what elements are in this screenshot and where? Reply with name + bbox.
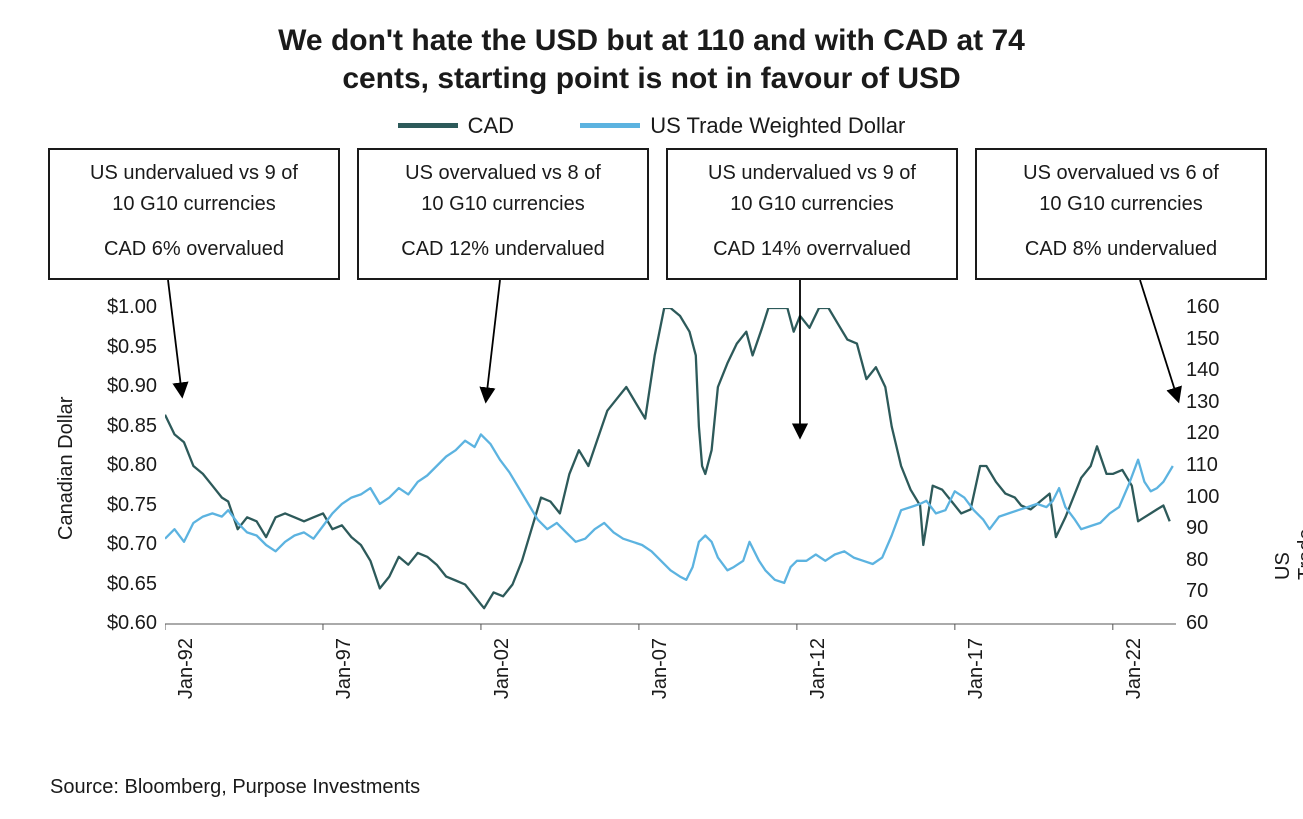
right-y-tick: 60	[1186, 612, 1236, 635]
left-y-tick: $0.90	[97, 375, 157, 398]
annot-3-line-2: 10 G10 currencies	[682, 191, 942, 218]
right-y-tick: 100	[1186, 486, 1236, 509]
annotation-box-3: US undervalued vs 9 of 10 G10 currencies…	[666, 148, 958, 280]
annot-1-line-2: 10 G10 currencies	[64, 191, 324, 218]
annot-1-line-3: CAD 6% overvalued	[64, 236, 324, 263]
x-tick: Jan-12	[807, 638, 830, 718]
right-y-tick: 80	[1186, 549, 1236, 572]
chart-title: We don't hate the USD but at 110 and wit…	[0, 22, 1303, 97]
legend-label-usd: US Trade Weighted Dollar	[650, 113, 905, 139]
title-line-1: We don't hate the USD but at 110 and wit…	[278, 24, 1025, 57]
series-cad	[165, 308, 1170, 608]
legend-swatch-cad	[398, 123, 458, 128]
source-attribution: Source: Bloomberg, Purpose Investments	[50, 776, 420, 799]
left-axis-label: Canadian Dollar	[55, 397, 78, 540]
left-y-tick: $0.70	[97, 533, 157, 556]
line-chart-plot	[165, 308, 1176, 632]
x-tick: Jan-02	[491, 638, 514, 718]
legend-item-cad: CAD	[398, 113, 514, 139]
right-y-tick: 130	[1186, 391, 1236, 414]
annot-2-line-3: CAD 12% undervalued	[373, 236, 633, 263]
chart-page: We don't hate the USD but at 110 and wit…	[0, 0, 1303, 819]
annot-4-line-2: 10 G10 currencies	[991, 191, 1251, 218]
x-tick: Jan-17	[965, 638, 988, 718]
left-y-tick: $1.00	[97, 296, 157, 319]
annot-3-line-1: US undervalued vs 9 of	[682, 160, 942, 187]
legend: CAD US Trade Weighted Dollar	[0, 108, 1303, 139]
annot-2-line-1: US overvalued vs 8 of	[373, 160, 633, 187]
annot-4-line-3: CAD 8% undervalued	[991, 236, 1251, 263]
annot-4-line-1: US overvalued vs 6 of	[991, 160, 1251, 187]
right-y-tick: 120	[1186, 422, 1236, 445]
x-tick: Jan-92	[175, 638, 198, 718]
legend-item-usd: US Trade Weighted Dollar	[580, 113, 905, 139]
annotation-box-4: US overvalued vs 6 of 10 G10 currencies …	[975, 148, 1267, 280]
x-tick: Jan-97	[333, 638, 356, 718]
right-y-tick: 110	[1186, 454, 1236, 477]
left-y-tick: $0.75	[97, 494, 157, 517]
legend-label-cad: CAD	[468, 113, 514, 139]
x-tick: Jan-07	[649, 638, 672, 718]
series-us-trade-weighted-dollar	[165, 434, 1173, 583]
left-y-tick: $0.60	[97, 612, 157, 635]
right-y-tick: 160	[1186, 296, 1236, 319]
x-tick: Jan-22	[1123, 638, 1146, 718]
annot-1-line-1: US undervalued vs 9 of	[64, 160, 324, 187]
annot-3-line-3: CAD 14% overrvalued	[682, 236, 942, 263]
left-y-tick: $0.85	[97, 415, 157, 438]
annotation-box-2: US overvalued vs 8 of 10 G10 currencies …	[357, 148, 649, 280]
right-axis-label: US Trade Weighted Dollar	[1272, 496, 1303, 580]
legend-swatch-usd	[580, 123, 640, 128]
right-y-tick: 150	[1186, 328, 1236, 351]
right-y-tick: 90	[1186, 517, 1236, 540]
left-y-tick: $0.95	[97, 336, 157, 359]
left-y-tick: $0.80	[97, 454, 157, 477]
right-y-tick: 70	[1186, 580, 1236, 603]
left-y-tick: $0.65	[97, 573, 157, 596]
annot-2-line-2: 10 G10 currencies	[373, 191, 633, 218]
right-y-tick: 140	[1186, 359, 1236, 382]
title-line-2: cents, starting point is not in favour o…	[342, 62, 960, 95]
annotation-box-1: US undervalued vs 9 of 10 G10 currencies…	[48, 148, 340, 280]
